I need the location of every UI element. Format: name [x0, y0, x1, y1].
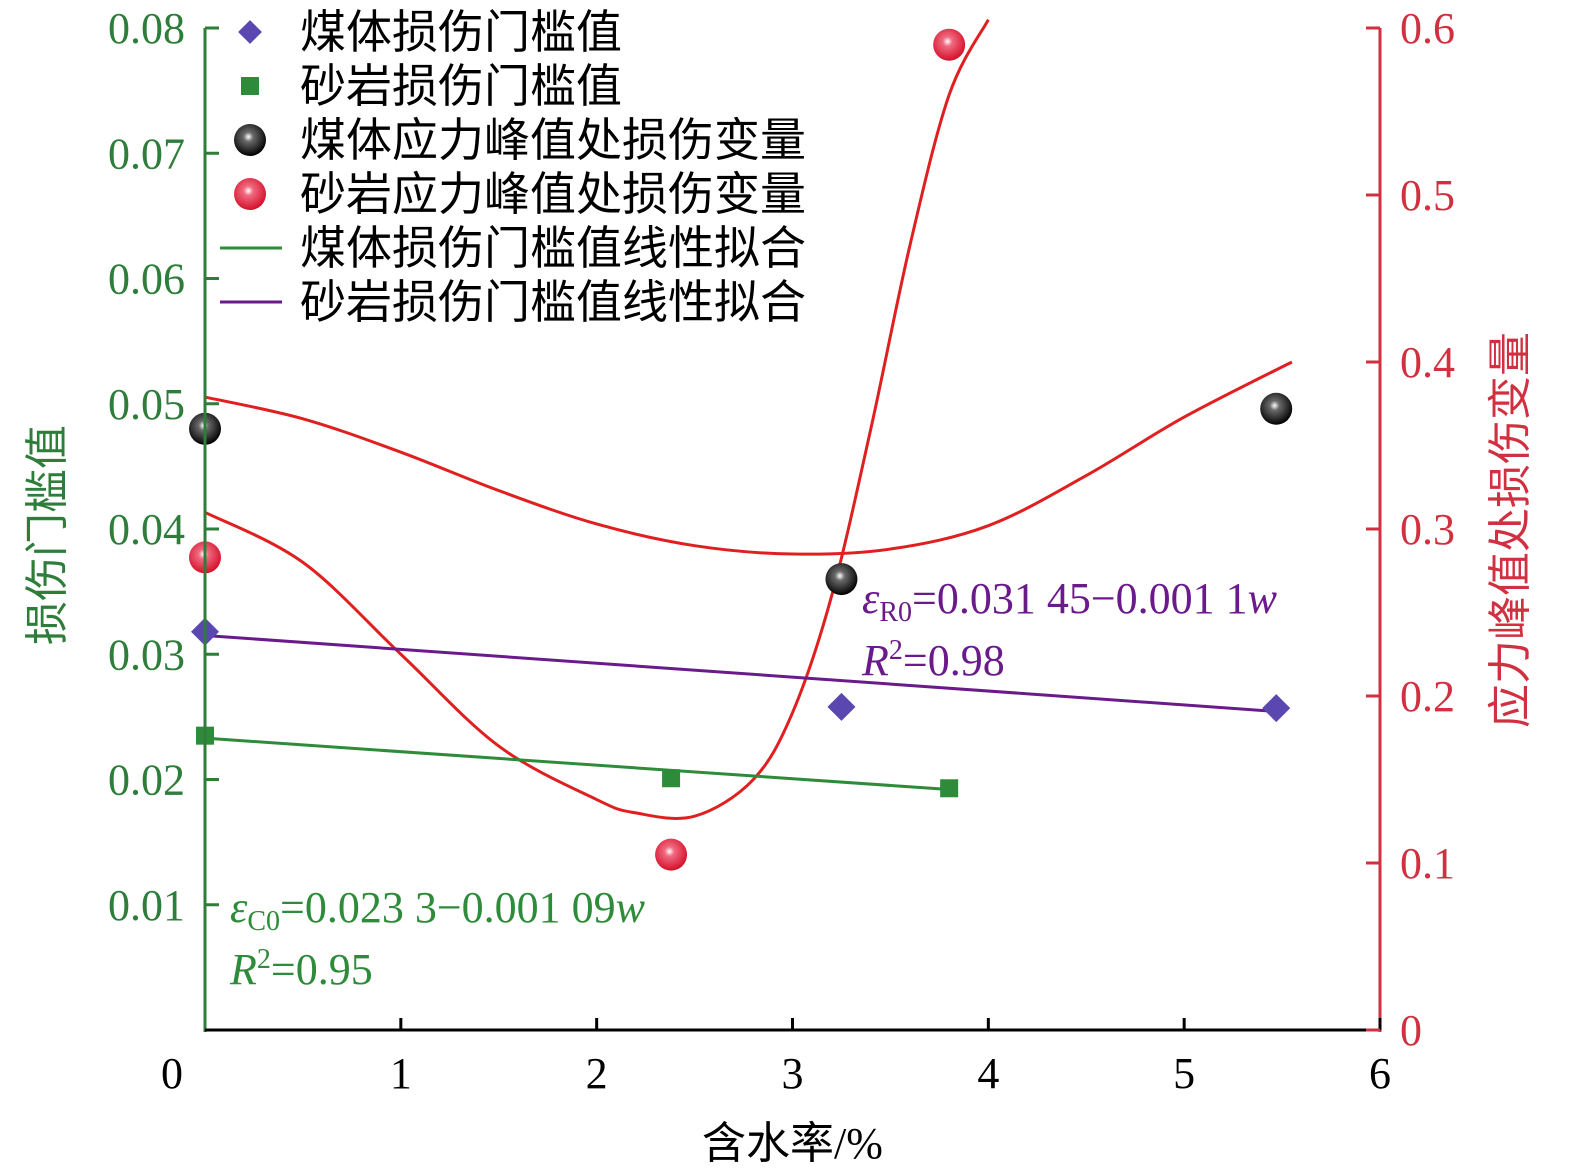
left-y-tick-label: 0.01: [108, 881, 185, 930]
x-tick-label: 0: [161, 1049, 183, 1098]
left-y-tick-label: 0.06: [108, 255, 185, 304]
equation-variable: w: [616, 883, 646, 932]
r-squared-symbol: R: [861, 636, 889, 685]
x-tick-label: 3: [782, 1049, 804, 1098]
legend-label: 煤体应力峰值处损伤变量: [300, 115, 806, 166]
r-squared-superscript: 2: [889, 635, 903, 666]
equation-body: =0.023 3−0.001 09: [280, 883, 616, 932]
r-squared-value: =0.98: [903, 636, 1005, 685]
legend: 煤体损伤门槛值砂岩损伤门槛值煤体应力峰值处损伤变量砂岩应力峰值处损伤变量煤体损伤…: [220, 7, 806, 328]
r-squared-value: =0.95: [271, 945, 373, 994]
equation-symbol: ε: [862, 574, 880, 623]
r-squared-symbol: R: [229, 945, 257, 994]
legend-symbol-ball-red: [234, 178, 266, 210]
legend-label: 砂岩应力峰值处损伤变量: [300, 169, 806, 220]
right-y-tick-label: 0.4: [1400, 338, 1455, 387]
equation-text: εC0=0.023 3−0.001 09w: [230, 883, 646, 937]
r-squared-text: R2=0.98: [861, 635, 1005, 685]
data-point-square: [940, 779, 959, 798]
left-y-axis-label: 损伤门槛值: [23, 425, 72, 645]
legend-label: 砂岩损伤门槛值: [300, 61, 622, 112]
left-y-tick-label: 0.02: [108, 756, 185, 805]
data-point-diamond: [827, 692, 856, 721]
fit-curve-1: [204, 360, 1293, 556]
right-y-tick-label: 0.6: [1400, 4, 1455, 53]
left-y-tick-label: 0.08: [108, 4, 185, 53]
equation-body: =0.031 45−0.001 1: [912, 574, 1248, 623]
right-y-axis-label: 应力峰值处损伤变量: [1486, 332, 1535, 728]
equation-text: εR0=0.031 45−0.001 1w: [862, 574, 1278, 628]
x-tick-label: 1: [390, 1049, 412, 1098]
fit-curve-2: [204, 18, 990, 820]
x-tick-label: 5: [1173, 1049, 1195, 1098]
left-y-tick-label: 0.04: [108, 505, 185, 554]
x-tick-label: 2: [586, 1049, 608, 1098]
r-squared-superscript: 2: [257, 944, 271, 975]
data-point-ball-black: [1260, 392, 1293, 425]
data-point-diamond: [1262, 694, 1291, 723]
linear-fit-line-1: [204, 736, 950, 792]
x-tick-label: 6: [1369, 1049, 1391, 1098]
data-point-ball-red: [655, 838, 688, 871]
linear-fit-line-2: [204, 633, 1283, 714]
equation-symbol: ε: [230, 883, 248, 932]
data-point-square: [662, 769, 681, 788]
legend-label: 煤体损伤门槛值: [300, 7, 622, 58]
right-y-tick-label: 0.2: [1400, 672, 1455, 721]
legend-symbol-ball-black: [234, 124, 266, 156]
axes: 0 1 2 3 4 5 6 含水率/% 0.01 0.02 0.03 0.04 0.05 0.06 0.07…: [23, 4, 1535, 1168]
plot-area: [189, 18, 1293, 871]
equation-variable: w: [1248, 574, 1278, 623]
legend-label: 煤体损伤门槛值线性拟合: [300, 223, 806, 274]
data-point-ball-red: [933, 28, 966, 61]
right-y-tick-label: 0.3: [1400, 505, 1455, 554]
left-y-tick-label: 0.07: [108, 129, 185, 178]
right-y-tick-label: 0.1: [1400, 839, 1455, 888]
right-y-tick-label: 0: [1400, 1006, 1422, 1055]
data-point-ball-black: [825, 563, 858, 596]
legend-symbol-diamond: [238, 20, 262, 44]
left-y-tick-label: 0.03: [108, 630, 185, 679]
equation-subscript: C0: [247, 906, 280, 937]
left-y-tick-label: 0.05: [108, 380, 185, 429]
legend-symbol-square: [241, 77, 259, 95]
legend-label: 砂岩损伤门槛值线性拟合: [300, 277, 806, 328]
equation-subscript: R0: [879, 597, 912, 628]
x-tick-label: 4: [977, 1049, 999, 1098]
right-y-tick-label: 0.5: [1400, 171, 1455, 220]
x-axis-label: 含水率/%: [702, 1119, 883, 1168]
r-squared-text: R2=0.95: [229, 944, 373, 994]
